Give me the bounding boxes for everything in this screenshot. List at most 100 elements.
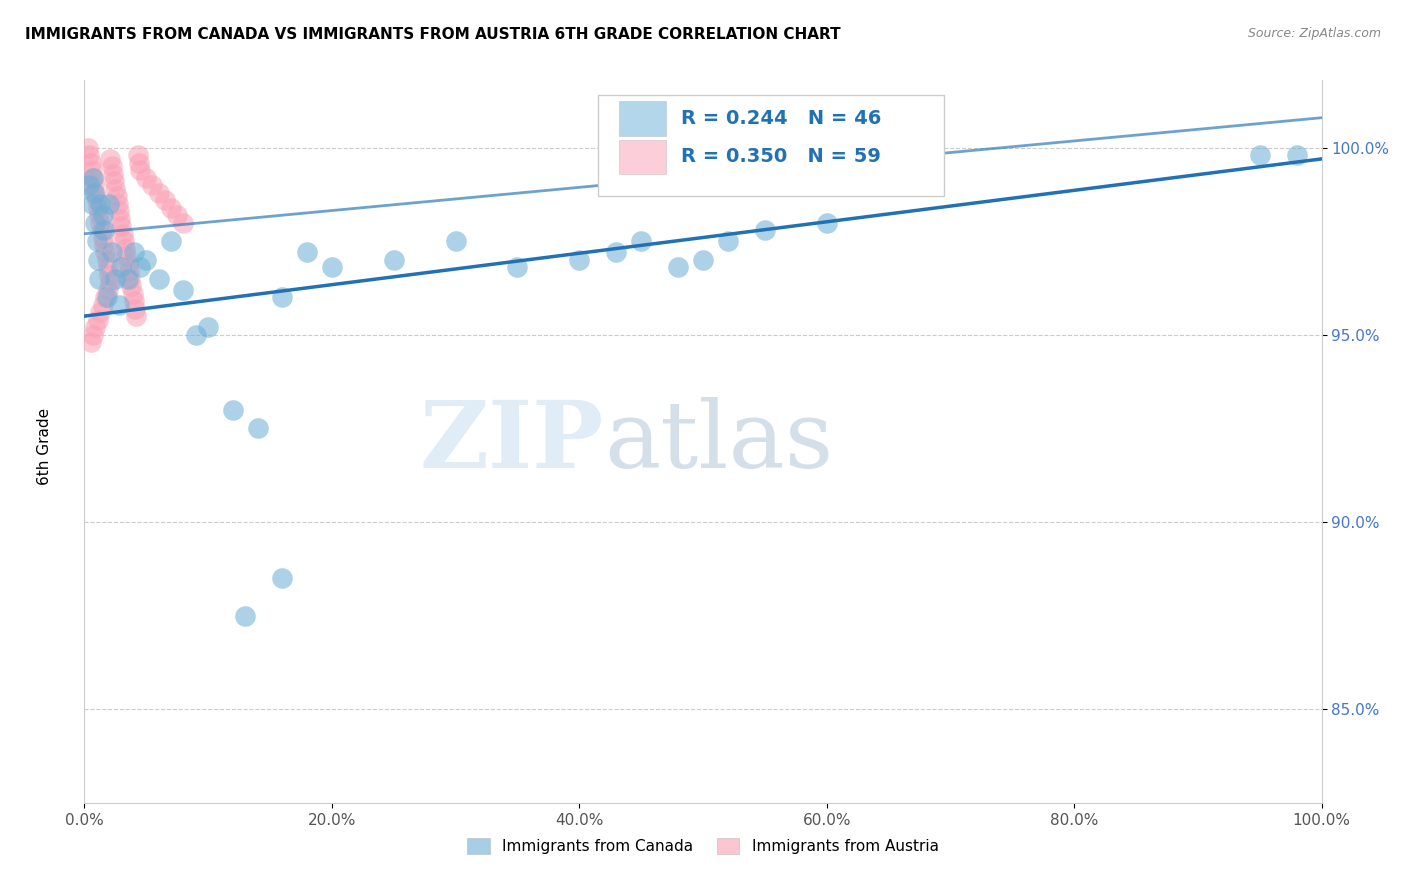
Austria [108, 204, 131, 219]
Austria [129, 163, 152, 178]
Canada [666, 260, 689, 275]
Austria [128, 155, 150, 169]
FancyBboxPatch shape [598, 95, 945, 196]
Text: Source: ZipAtlas.com: Source: ZipAtlas.com [1247, 27, 1381, 40]
Canada [108, 298, 131, 312]
Austria [77, 141, 100, 155]
Canada [717, 234, 740, 248]
Text: atlas: atlas [605, 397, 834, 486]
Austria [120, 279, 142, 293]
Austria [125, 309, 148, 323]
Canada [444, 234, 467, 248]
Austria [87, 201, 110, 215]
Text: 6th Grade: 6th Grade [38, 408, 52, 484]
Austria [89, 305, 111, 319]
Canada [82, 170, 104, 185]
Austria [96, 252, 118, 267]
Austria [120, 271, 142, 285]
Austria [104, 182, 127, 196]
Austria [97, 283, 120, 297]
Austria [90, 223, 112, 237]
Canada [321, 260, 343, 275]
Canada [222, 402, 245, 417]
Austria [112, 234, 135, 248]
Austria [82, 170, 104, 185]
Canada [754, 223, 776, 237]
Austria [148, 186, 170, 200]
Austria [87, 313, 110, 327]
Canada [233, 608, 256, 623]
Canada [197, 320, 219, 334]
Canada [80, 196, 103, 211]
Austria [107, 196, 129, 211]
Canada [104, 271, 127, 285]
Austria [124, 301, 146, 316]
Canada [1285, 148, 1308, 162]
Canada [79, 178, 101, 193]
Austria [89, 208, 111, 222]
Austria [122, 294, 145, 309]
Austria [117, 257, 139, 271]
Canada [815, 215, 838, 229]
Canada [630, 234, 652, 248]
Canada [692, 252, 714, 267]
Austria [93, 238, 115, 252]
Austria [91, 298, 114, 312]
Austria [118, 264, 141, 278]
Canada [506, 260, 529, 275]
Canada [271, 290, 294, 304]
Canada [91, 208, 114, 222]
Austria [110, 219, 132, 234]
Bar [619, 139, 666, 174]
Canada [382, 252, 405, 267]
Austria [79, 335, 101, 350]
Canada [93, 223, 115, 237]
Canada [98, 196, 121, 211]
Austria [98, 152, 121, 166]
Austria [84, 320, 107, 334]
Canada [89, 271, 111, 285]
Canada [84, 215, 107, 229]
Canada [96, 290, 118, 304]
Canada [148, 271, 170, 285]
Canada [568, 252, 591, 267]
Austria [86, 193, 108, 207]
Austria [79, 148, 101, 162]
Austria [82, 327, 104, 342]
Austria [89, 215, 111, 229]
Canada [605, 245, 627, 260]
Canada [160, 234, 183, 248]
Text: R = 0.244   N = 46: R = 0.244 N = 46 [681, 109, 882, 128]
Canada [86, 234, 108, 248]
Canada [89, 196, 111, 211]
Canada [110, 260, 132, 275]
Canada [246, 421, 269, 435]
Canada [129, 260, 152, 275]
Austria [101, 167, 124, 181]
Austria [110, 211, 132, 226]
Canada [117, 271, 139, 285]
Austria [153, 193, 176, 207]
Austria [114, 242, 136, 256]
Austria [94, 290, 117, 304]
Austria [127, 148, 149, 162]
Canada [122, 245, 145, 260]
Canada [87, 252, 110, 267]
Austria [103, 174, 125, 188]
Austria [135, 170, 157, 185]
Austria [97, 260, 120, 275]
Austria [83, 178, 105, 193]
Canada [172, 283, 194, 297]
Canada [135, 252, 157, 267]
Text: R = 0.350   N = 59: R = 0.350 N = 59 [681, 146, 880, 166]
Austria [94, 245, 117, 260]
Canada [1249, 148, 1271, 162]
Canada [184, 327, 207, 342]
Canada [295, 245, 318, 260]
Austria [105, 189, 128, 203]
Austria [79, 155, 101, 169]
Austria [172, 215, 194, 229]
Austria [160, 201, 183, 215]
Austria [115, 249, 138, 263]
Austria [100, 160, 122, 174]
